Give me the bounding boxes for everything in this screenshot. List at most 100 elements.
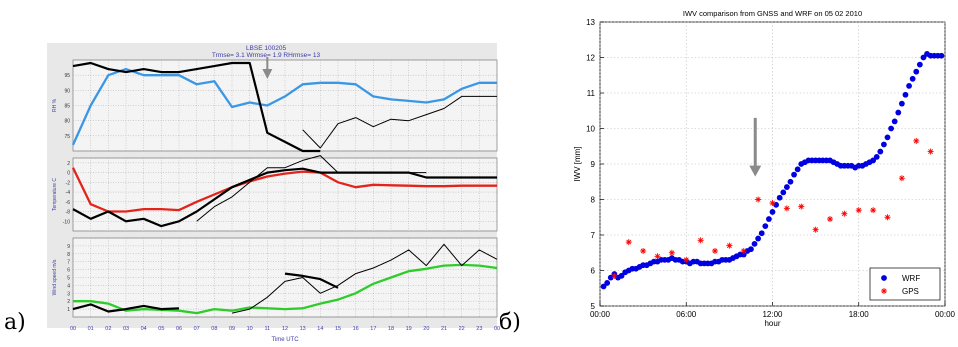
x-tick-label: 12 (282, 326, 288, 332)
gps-point (683, 256, 690, 263)
y-tick-label: 3 (67, 291, 70, 297)
wrf-point (755, 235, 762, 242)
star-stroke (798, 204, 804, 210)
gps-point (898, 175, 905, 182)
wrf-point (758, 230, 765, 237)
wrf-point (751, 240, 758, 247)
gps-point (812, 226, 819, 233)
y-tick-label: 0 (67, 171, 70, 177)
star-stroke (741, 248, 747, 254)
legend-wrf-marker (881, 275, 887, 281)
wrf-point (604, 280, 611, 286)
y-tick-label: 5 (591, 302, 596, 311)
chart-a-subplot-3: 1 2 3 45 6 7 8 9 Wind speed m/s (52, 237, 498, 318)
x-tick-label: 01 (88, 326, 94, 332)
y-tick-label: -10 (63, 219, 70, 225)
gps-point (870, 207, 877, 214)
gps-point (625, 239, 632, 246)
x-tick-label: 00 (70, 326, 76, 332)
gps-point (855, 207, 862, 214)
x-tick-label: 07 (194, 326, 200, 332)
y-tick-label: 5 (67, 276, 70, 282)
iwv-chart-b: 00:00 06:00 12:00 18:00 00:005678910111213IW… (573, 9, 956, 328)
chart-a-annotation-rmse: Trmse= 3.1 Wrmse= 1.9 RHrmse= 13 (212, 52, 321, 59)
wrf-point (740, 251, 747, 258)
star-stroke (899, 175, 905, 181)
gps-point (927, 148, 934, 155)
star-stroke (669, 250, 675, 256)
wrf-point (891, 118, 898, 125)
wrf-point (881, 141, 887, 148)
y-tick-label: 8 (67, 252, 70, 258)
x-tick-label: 22 (459, 326, 465, 332)
wrf-point (769, 209, 776, 215)
x-tick-label: 12:00 (762, 310, 783, 319)
wrf-point (902, 91, 909, 98)
x-tick-label: 20 (423, 326, 429, 332)
x-tick-label: 08 (211, 326, 217, 332)
x-tick-label: 11 (264, 326, 270, 332)
y-tick-label: -8 (66, 210, 71, 216)
series-line-3 (231, 243, 498, 314)
gps-point (913, 137, 920, 144)
x-tick-label: 02 (105, 326, 111, 332)
wrf-point (877, 148, 884, 155)
x-tick-label: 00:00 (935, 310, 956, 319)
x-tick-label: 18 (388, 326, 394, 332)
x-axis-label: Time UTC (271, 337, 299, 343)
gps-point (755, 196, 762, 203)
chart-a-annotation-station: LBSE 100205 (246, 45, 287, 52)
star-stroke (841, 211, 847, 217)
x-tick-label: 09 (229, 326, 235, 332)
star-stroke (755, 197, 761, 202)
y-tick-label: 4 (67, 283, 70, 289)
wrf-point (600, 283, 607, 290)
y-tick-label: 6 (67, 268, 70, 274)
panel-a-label: a) (4, 310, 26, 335)
wrf-point (898, 100, 905, 107)
wrf-point (787, 178, 794, 185)
series-line-3 (302, 95, 497, 149)
wrf-point (794, 166, 801, 173)
y-axis-label: Temperature C (52, 178, 58, 211)
x-tick-label: 06 (176, 326, 182, 332)
x-tick-label: 18:00 (849, 310, 870, 319)
gps-point (884, 214, 891, 221)
legend-gps-marker (881, 288, 887, 294)
gps-point (841, 210, 848, 217)
wrf-point (780, 189, 787, 196)
wrf-point (783, 184, 790, 190)
y-tick-label: 75 (64, 134, 70, 140)
wrf-point (895, 109, 902, 116)
x-tick-label: 05 (158, 326, 164, 332)
x-tick-label: 21 (441, 326, 447, 332)
wrf-point (920, 54, 927, 61)
chart-title: IWV comparison from GNSS and WRF on 05 0… (683, 9, 862, 18)
star-stroke (726, 243, 732, 249)
gps-point (654, 253, 661, 260)
wrf-point (884, 134, 891, 141)
y-tick-label: 80 (64, 119, 70, 125)
star-stroke (885, 214, 890, 220)
wrf-point (873, 154, 880, 160)
y-tick-label: 2 (67, 161, 70, 167)
legend-box (869, 267, 941, 301)
chart-a-subplot-1: 75 80 85 90 95 RH % (52, 59, 498, 153)
y-axis-label: Wind speed m/s (52, 259, 58, 295)
wrf-point (913, 68, 920, 75)
star-stroke (640, 248, 646, 254)
series-line-2 (72, 167, 497, 228)
series-line-2 (72, 61, 321, 153)
y-tick-label: 2 (67, 299, 70, 305)
wrf-point (766, 216, 772, 222)
legend-wrf-label: WRF (902, 274, 920, 283)
x-tick-label: 23 (476, 326, 482, 332)
y-tick-label: 9 (591, 160, 596, 169)
y-tick-label: 8 (591, 196, 596, 205)
wrf-point (888, 125, 894, 132)
star-stroke (770, 200, 775, 206)
wrf-point (776, 194, 783, 201)
gps-point (740, 247, 747, 254)
star-stroke (784, 205, 790, 211)
